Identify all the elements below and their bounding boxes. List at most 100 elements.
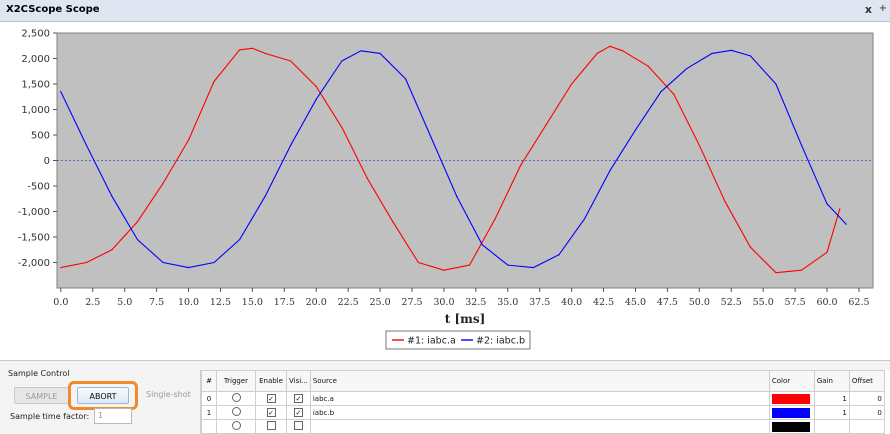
x-tick-label: 55.0 [753, 297, 774, 308]
x-tick-label: 40.0 [561, 297, 582, 308]
abort-button[interactable]: ABORT [77, 387, 129, 404]
col-header-gain[interactable]: Gain [813, 370, 850, 392]
data-point [315, 85, 317, 88]
data-point [136, 221, 139, 223]
x-tick-label: 42.5 [593, 297, 614, 308]
col-header-source[interactable]: Source [309, 370, 770, 392]
data-point [136, 238, 139, 241]
table-row[interactable]: 0 ✓ ✓ iabc.a 1 0 [201, 391, 885, 406]
row-num: 1 [201, 405, 217, 420]
data-point [239, 238, 241, 241]
x-tick-label: 30.0 [433, 297, 454, 308]
data-point [711, 52, 713, 54]
data-point [60, 91, 62, 93]
y-tick-label: 2,500 [21, 29, 50, 40]
data-point [379, 52, 381, 54]
data-point [845, 223, 847, 225]
enable-checkbox[interactable] [266, 421, 276, 430]
scope-chart: -2,000 -1,500 -1,000 -500 0 500 1,000 1,500 2,00… [0, 22, 890, 360]
y-tick-label: -1,500 [18, 233, 50, 244]
data-point [417, 261, 419, 264]
data-point [571, 83, 573, 85]
col-header-enable[interactable]: Enable [255, 370, 287, 392]
x-tick-label: 60.0 [816, 297, 837, 308]
data-point [290, 60, 292, 62]
x-tick-label: 47.5 [657, 297, 678, 308]
row-num: 0 [201, 391, 217, 406]
data-point [162, 182, 164, 185]
data-point [558, 254, 560, 256]
x-tick-label: 37.5 [529, 297, 550, 308]
close-icon[interactable]: x [864, 3, 872, 16]
table-row[interactable] [201, 419, 885, 434]
col-header-num: # [201, 370, 217, 392]
table-row[interactable]: 1 ✓ ✓ iabc.b 1 0 [201, 405, 885, 420]
source-cell[interactable]: iabc.b [309, 405, 770, 420]
visible-checkbox[interactable]: ✓ [293, 394, 303, 403]
color-swatch[interactable] [771, 393, 810, 404]
data-point [341, 60, 343, 62]
data-point [609, 170, 611, 172]
data-point [111, 195, 113, 197]
single-shot-label[interactable]: Single-shot [146, 390, 191, 399]
col-header-trigger[interactable]: Trigger [216, 370, 256, 392]
x-tick-label: 50.0 [689, 297, 710, 308]
y-tick-label: 1,000 [21, 105, 50, 116]
data-point [85, 144, 87, 146]
source-cell[interactable] [309, 419, 770, 434]
trigger-radio[interactable] [231, 393, 241, 402]
trigger-radio[interactable] [231, 407, 241, 416]
data-point [634, 129, 637, 131]
y-tick-label: 2,000 [21, 54, 50, 65]
y-tick-label: -2,000 [18, 258, 50, 269]
data-point [60, 267, 62, 269]
table-header-row: # Trigger Enable Visi... Source Color Ga… [201, 370, 885, 392]
x-tick-label: 45.0 [625, 297, 646, 308]
col-header-visible[interactable]: Visi... [286, 370, 311, 392]
data-point [749, 246, 752, 248]
color-swatch[interactable] [771, 421, 810, 432]
x-tick-label: 27.5 [401, 297, 422, 308]
data-point [724, 200, 726, 202]
col-header-color[interactable]: Color [768, 370, 815, 392]
x-tick-label: 15.0 [242, 297, 263, 308]
data-point [749, 55, 752, 57]
data-point [775, 272, 777, 274]
visible-checkbox[interactable] [293, 421, 303, 430]
data-point [494, 218, 496, 220]
legend-label: #2: iabc.b [476, 336, 525, 347]
enable-checkbox[interactable]: ✓ [266, 408, 276, 417]
data-point [443, 269, 445, 271]
source-cell[interactable]: iabc.a [309, 391, 770, 406]
enable-checkbox[interactable]: ✓ [266, 394, 276, 403]
data-point [85, 261, 87, 264]
data-point [775, 83, 777, 85]
col-header-offset[interactable]: Offset [848, 370, 885, 392]
series-line-1 [60, 45, 841, 274]
data-point [685, 68, 688, 70]
data-point [468, 264, 471, 266]
data-point [162, 261, 164, 264]
color-swatch[interactable] [771, 407, 810, 418]
data-point [111, 249, 113, 251]
data-point [647, 65, 649, 67]
offset-cell[interactable]: 0 [848, 391, 885, 406]
data-point [660, 91, 662, 93]
visible-checkbox[interactable]: ✓ [293, 408, 303, 417]
panel-menu-icon[interactable]: + [878, 3, 887, 14]
gain-cell[interactable]: 1 [813, 391, 850, 406]
sample-time-factor-input[interactable]: 1 [94, 408, 132, 424]
trigger-radio[interactable] [231, 421, 241, 430]
x-tick-label: 32.5 [465, 297, 486, 308]
data-point [800, 269, 803, 271]
x-tick-label: 2.5 [85, 297, 100, 308]
y-tick-label: 500 [31, 131, 50, 142]
data-point [251, 47, 253, 49]
data-point [596, 52, 598, 54]
y-tick-label: 1,500 [21, 80, 50, 91]
window-title: X2CScope Scope [6, 4, 100, 15]
data-point [360, 50, 362, 52]
sample-button[interactable]: SAMPLE [14, 387, 69, 404]
gain-cell[interactable]: 1 [813, 405, 850, 420]
offset-cell[interactable]: 0 [848, 405, 885, 420]
